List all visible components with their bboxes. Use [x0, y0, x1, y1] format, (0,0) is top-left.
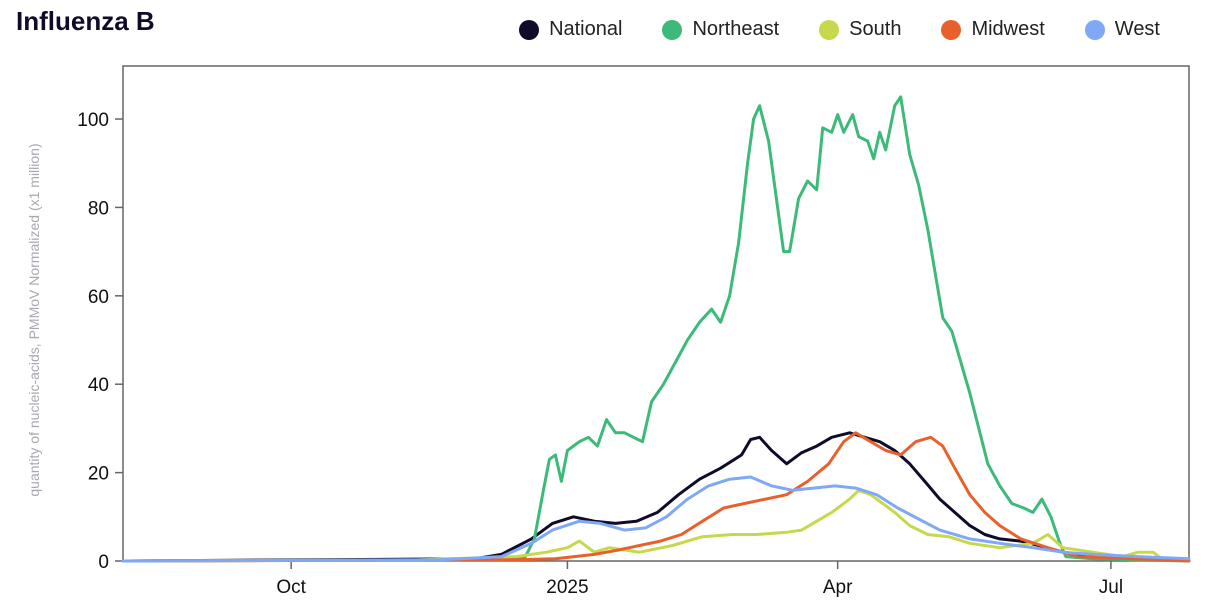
series-line-national[interactable] [121, 431, 1170, 563]
series-lines [121, 95, 1191, 563]
legend-swatch-midwest [941, 19, 962, 40]
legend-item-west[interactable]: West [1084, 18, 1160, 41]
legend: National Northeast South Midwest West [519, 18, 1160, 41]
y-tick-label: 20 [88, 464, 109, 485]
legend-label-south: South [849, 18, 902, 40]
legend-swatch-national [519, 19, 540, 40]
series-line-northeast[interactable] [121, 95, 1191, 563]
x-axis: Oct 2025 Apr Jul [276, 561, 1123, 598]
series-line-south[interactable] [121, 488, 1191, 563]
legend-item-northeast[interactable]: Northeast [662, 18, 779, 41]
legend-item-midwest[interactable]: Midwest [941, 18, 1045, 41]
chart-title: Influenza B [16, 6, 155, 36]
plot-frame [122, 65, 1190, 562]
y-tick-label: 80 [88, 198, 109, 219]
legend-swatch-west [1084, 19, 1105, 40]
x-tick-label: Jul [1099, 577, 1123, 598]
x-tick-label: Apr [823, 577, 853, 598]
legend-label-west: West [1114, 18, 1160, 40]
legend-swatch-south [819, 19, 840, 40]
y-tick-label: 100 [77, 110, 109, 131]
series-line-west[interactable] [121, 475, 1191, 563]
y-tick-label: 0 [98, 552, 109, 573]
y-axis: 0 20 40 60 80 100 [77, 110, 123, 573]
series-line-midwest[interactable] [121, 431, 1191, 563]
x-tick-label: Oct [276, 577, 306, 598]
legend-label-national: National [549, 18, 623, 40]
x-tick-label: 2025 [546, 577, 588, 598]
legend-swatch-northeast [662, 19, 683, 40]
y-tick-label: 40 [88, 375, 109, 396]
y-tick-label: 60 [88, 287, 109, 308]
legend-label-midwest: Midwest [971, 18, 1045, 40]
legend-item-national[interactable]: National [519, 18, 622, 41]
legend-item-south[interactable]: South [819, 18, 901, 41]
legend-label-northeast: Northeast [692, 18, 780, 40]
